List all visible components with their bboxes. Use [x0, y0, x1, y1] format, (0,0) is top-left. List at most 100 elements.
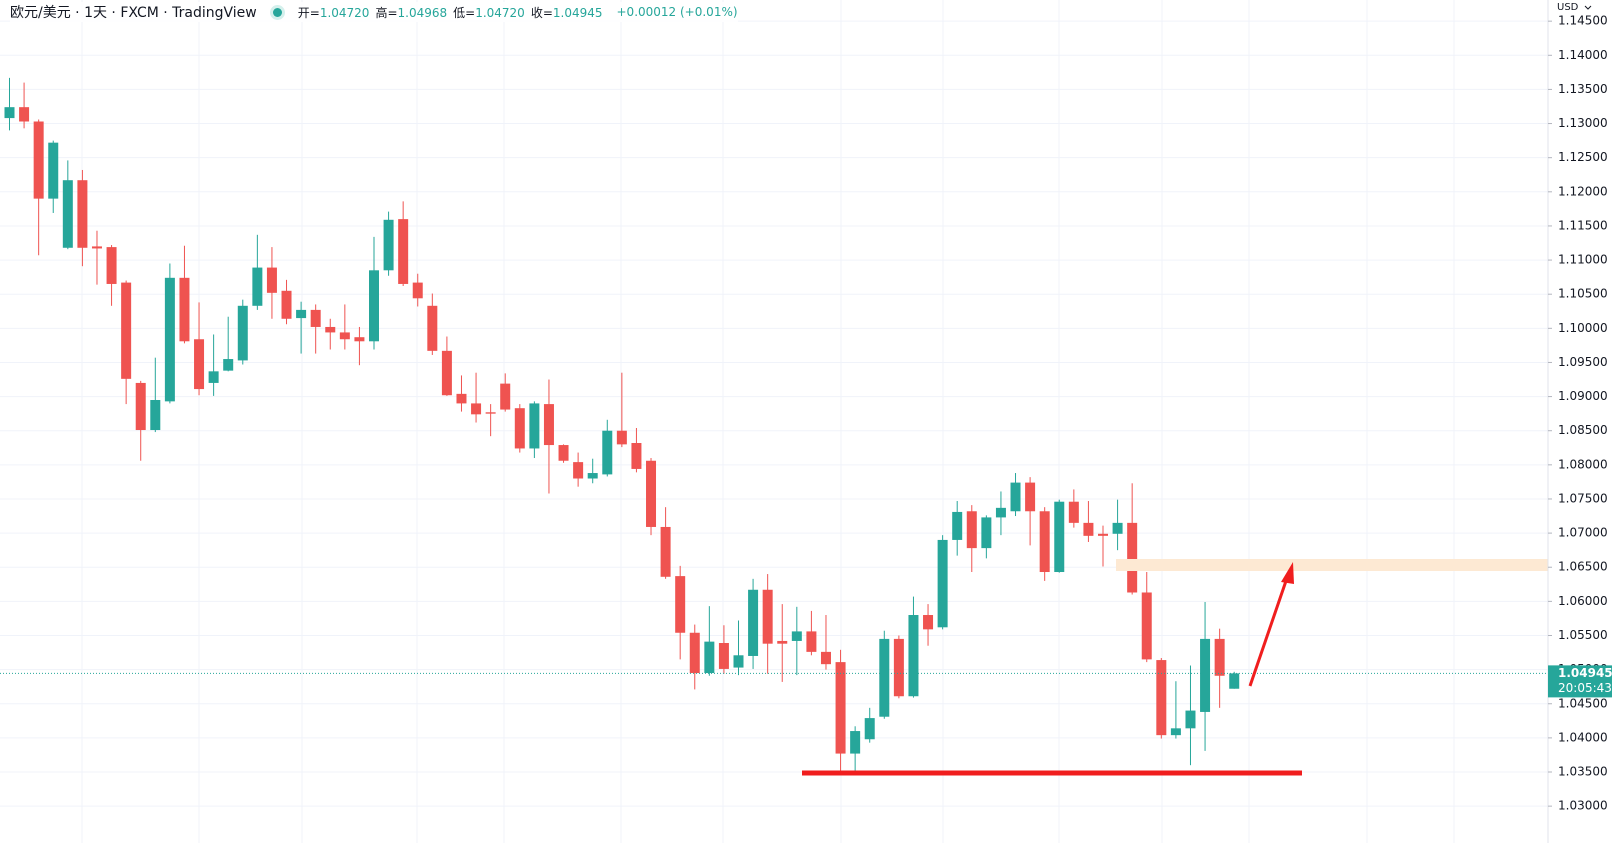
- ohlc-value: 1.04968: [397, 5, 448, 20]
- arrow-head: [1281, 562, 1294, 584]
- candle-body: [48, 142, 59, 199]
- candle-body: [1127, 522, 1138, 593]
- candle-body: [529, 403, 540, 449]
- candle-body: [383, 219, 394, 271]
- candle-body: [558, 445, 569, 461]
- candle-body: [616, 430, 627, 445]
- candle-body: [660, 526, 671, 577]
- ohlc-label: 收=: [530, 5, 553, 20]
- y-tick-label: 1.11500: [1558, 218, 1608, 232]
- candle-body: [150, 399, 161, 431]
- candle-body: [777, 640, 788, 644]
- candle-body: [310, 309, 321, 327]
- candle-body: [1214, 638, 1225, 676]
- y-tick-label: 1.12500: [1558, 150, 1608, 164]
- candle-body: [1068, 501, 1079, 523]
- candle-body: [354, 337, 365, 342]
- candle-body: [471, 403, 482, 415]
- symbol-title: 欧元/美元 · 1天 · FXCM · TradingView: [10, 5, 257, 21]
- candle-body: [1025, 482, 1036, 512]
- candle-body: [879, 638, 890, 717]
- ohlc-label: 低=: [453, 5, 476, 20]
- candle-body: [923, 615, 934, 630]
- header: 欧元/美元 · 1天 · FXCM · TradingView 开=1.0472…: [10, 2, 738, 22]
- candle-body: [77, 180, 88, 248]
- candle-body: [850, 731, 861, 754]
- y-tick-label: 1.11000: [1558, 253, 1608, 267]
- candle-body: [1200, 638, 1211, 712]
- candle-body: [1170, 728, 1181, 736]
- candle-body: [412, 282, 423, 299]
- candle-body: [91, 246, 102, 249]
- candle-body: [33, 121, 44, 199]
- y-tick-label: 1.03000: [1558, 799, 1608, 813]
- candle-body: [937, 539, 948, 628]
- candle-body: [791, 631, 802, 641]
- candle-body: [62, 180, 73, 248]
- candle-body: [602, 430, 613, 475]
- candle-body: [369, 270, 379, 342]
- candle-body: [398, 219, 409, 284]
- candle-body: [1083, 522, 1094, 536]
- candle-body: [179, 277, 190, 342]
- candle-body: [1229, 673, 1240, 689]
- candle-body: [995, 507, 1006, 518]
- candle-body: [646, 460, 657, 527]
- y-tick-label: 1.14500: [1558, 14, 1608, 28]
- candle-body: [485, 412, 496, 414]
- candle-body: [106, 247, 117, 284]
- candle-body: [820, 651, 831, 665]
- last-price-label: 1.04945: [1558, 666, 1612, 680]
- candle-body: [1054, 501, 1065, 573]
- candle-body: [208, 371, 219, 383]
- ohlc: 开=1.04720 高=1.04968 低=1.04720 收=1.04945: [298, 4, 609, 21]
- change: +0.00012 (+0.01%): [616, 5, 738, 19]
- y-tick-label: 1.03500: [1558, 765, 1608, 779]
- y-tick-label: 1.13500: [1558, 82, 1608, 96]
- candle-body: [237, 305, 248, 361]
- candle-body: [748, 589, 759, 656]
- candle-body: [19, 107, 30, 122]
- y-tick-label: 1.10000: [1558, 321, 1608, 335]
- candle-body: [631, 443, 642, 469]
- y-tick-label: 1.06500: [1558, 560, 1608, 574]
- status-dot: [272, 7, 282, 17]
- candle-body: [339, 332, 350, 340]
- candle-body: [762, 589, 773, 644]
- y-tick-label: 1.07000: [1558, 526, 1608, 540]
- y-tick-label: 1.09500: [1558, 355, 1608, 369]
- y-tick-label: 1.09000: [1558, 389, 1608, 403]
- candle-body: [1039, 511, 1050, 573]
- candle-body: [689, 632, 700, 674]
- candle-body: [1156, 660, 1167, 736]
- candle-body: [4, 107, 15, 119]
- y-tick-label: 1.08500: [1558, 423, 1608, 437]
- candle-body: [1185, 710, 1196, 729]
- currency-label: USD: [1557, 2, 1579, 13]
- candle-body: [252, 267, 263, 306]
- candle-body: [733, 655, 744, 668]
- candle-body: [223, 359, 234, 371]
- candle-body: [587, 473, 598, 479]
- ohlc-value: 1.04945: [552, 5, 603, 20]
- candle-body: [325, 326, 336, 333]
- y-tick-label: 1.05500: [1558, 628, 1608, 642]
- arrow-shaft: [1248, 577, 1289, 687]
- candle-body: [1112, 522, 1123, 534]
- candle-body: [296, 309, 307, 319]
- candle-body: [1010, 482, 1021, 512]
- ohlc-label: 高=: [375, 5, 398, 20]
- price-tag: [1548, 665, 1612, 698]
- candle-body: [427, 305, 438, 351]
- candle-body: [194, 339, 205, 390]
- target-zone: [1116, 559, 1548, 571]
- candle-body: [966, 511, 977, 549]
- candle-body: [835, 662, 846, 754]
- candle-body: [500, 383, 511, 410]
- candle-body: [981, 517, 992, 549]
- candle-body: [121, 282, 132, 379]
- ohlc-value: 1.04720: [319, 5, 370, 20]
- candle-body: [266, 267, 277, 293]
